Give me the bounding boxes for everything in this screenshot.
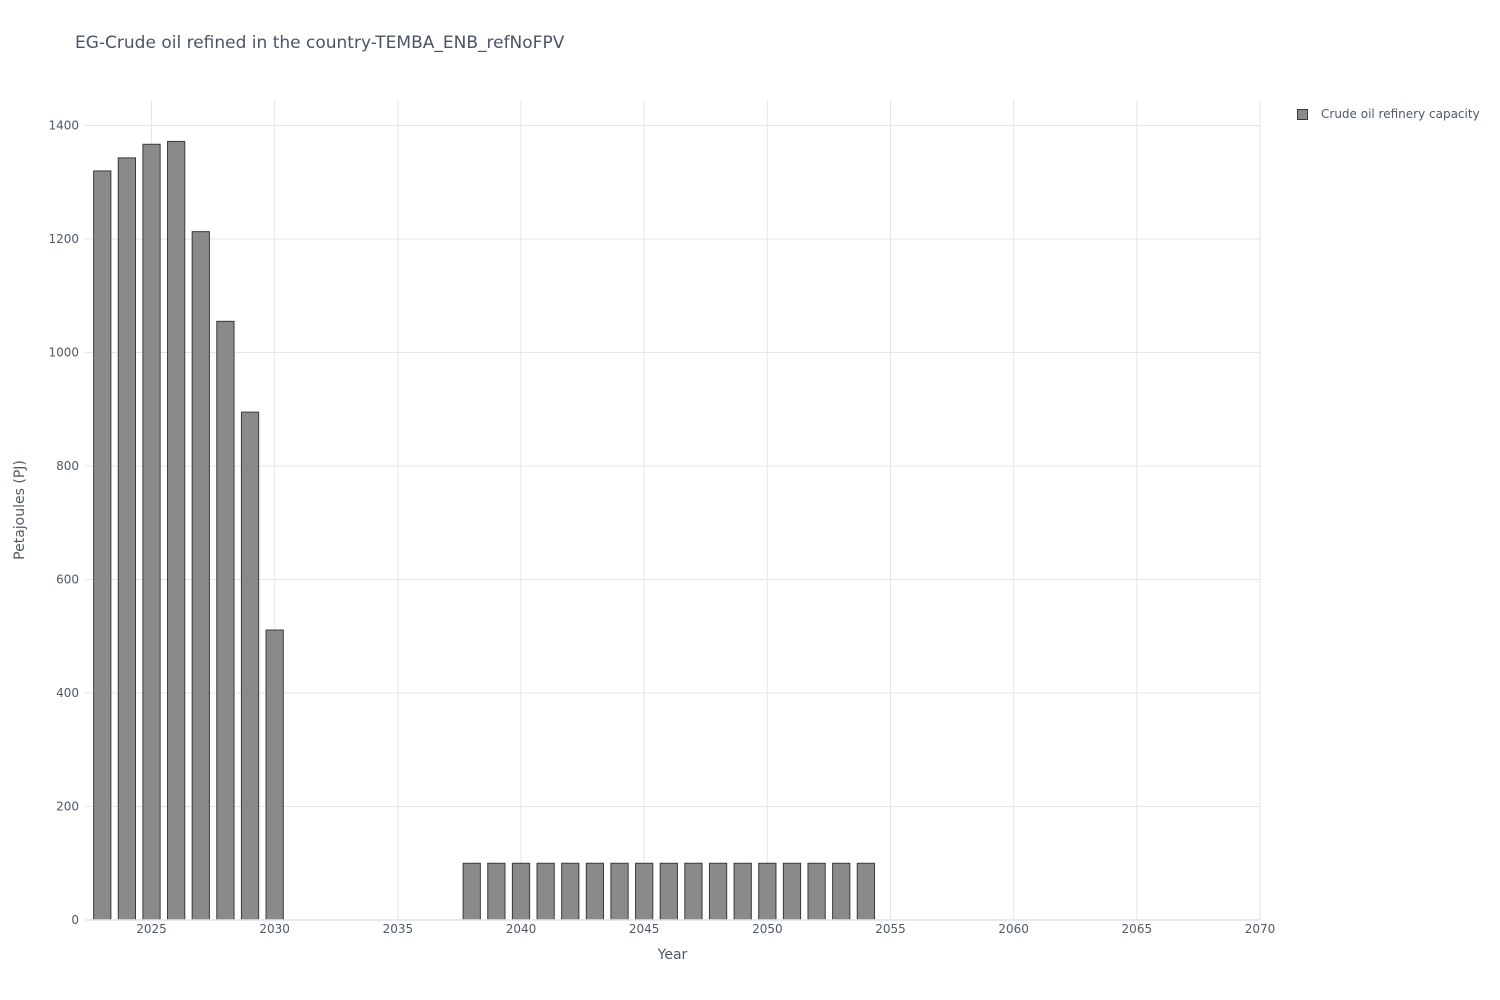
y-tick-label: 1400 (48, 119, 79, 133)
x-tick-label: 2065 (1122, 922, 1153, 936)
bar-2049[interactable] (733, 862, 752, 921)
bar-2046[interactable] (659, 862, 678, 921)
y-tick-label: 600 (56, 573, 79, 587)
bar-2038[interactable] (462, 862, 481, 921)
legend-swatch (1297, 108, 1308, 120)
bar-2040[interactable] (511, 862, 531, 921)
legend[interactable]: Crude oil refinery capacity (1297, 107, 1480, 121)
axes: 0 200 400 600 800 1000 1200 1400 2025 2030 2035 204… (48, 119, 1275, 936)
bar-2039[interactable] (487, 862, 506, 921)
bar-2048[interactable] (708, 862, 728, 921)
legend-label: Crude oil refinery capacity (1321, 107, 1480, 121)
bar-2054[interactable] (856, 862, 875, 921)
y-tick-label: 800 (56, 459, 79, 473)
x-tick-label: 2070 (1245, 922, 1276, 936)
x-tick-label: 2045 (629, 922, 660, 936)
bar-2053[interactable] (832, 862, 851, 921)
y-tick-label: 200 (56, 800, 79, 814)
x-tick-label: 2055 (875, 922, 906, 936)
y-tick-label: 1000 (48, 346, 79, 360)
bar-2042[interactable] (561, 862, 580, 921)
x-tick-label: 2025 (136, 922, 167, 936)
y-tick-label: 400 (56, 686, 79, 700)
x-axis-title: Year (657, 947, 688, 963)
bar-2043[interactable] (585, 862, 605, 921)
bar-2044[interactable] (610, 862, 629, 921)
y-tick-label: 0 (71, 913, 79, 927)
x-tick-label: 2050 (752, 922, 783, 936)
bar-2052[interactable] (807, 862, 826, 921)
grid-lines (85, 100, 1261, 920)
bar-2023[interactable] (93, 170, 112, 921)
bar-2050[interactable] (758, 862, 777, 921)
x-tick-label: 2060 (998, 922, 1029, 936)
x-tick-label: 2030 (259, 922, 290, 936)
bar-2041[interactable] (536, 862, 555, 921)
bar-series (93, 140, 875, 921)
bar-2047[interactable] (684, 862, 703, 921)
bar-2029[interactable] (240, 411, 260, 921)
x-tick-label: 2040 (506, 922, 537, 936)
bar-2045[interactable] (635, 862, 654, 921)
bar-2030[interactable] (265, 629, 284, 921)
bar-2027[interactable] (191, 231, 210, 921)
chart-title: EG-Crude oil refined in the country-TEMB… (75, 33, 565, 53)
bar-2024[interactable] (117, 157, 136, 921)
y-axis-title: Petajoules (PJ) (12, 460, 28, 560)
bar-2025[interactable] (142, 143, 161, 921)
bar-2051[interactable] (782, 862, 802, 921)
x-tick-label: 2035 (383, 922, 414, 936)
y-tick-label: 1200 (48, 232, 79, 246)
bar-2026[interactable] (167, 140, 186, 921)
bar-2028[interactable] (216, 320, 235, 921)
